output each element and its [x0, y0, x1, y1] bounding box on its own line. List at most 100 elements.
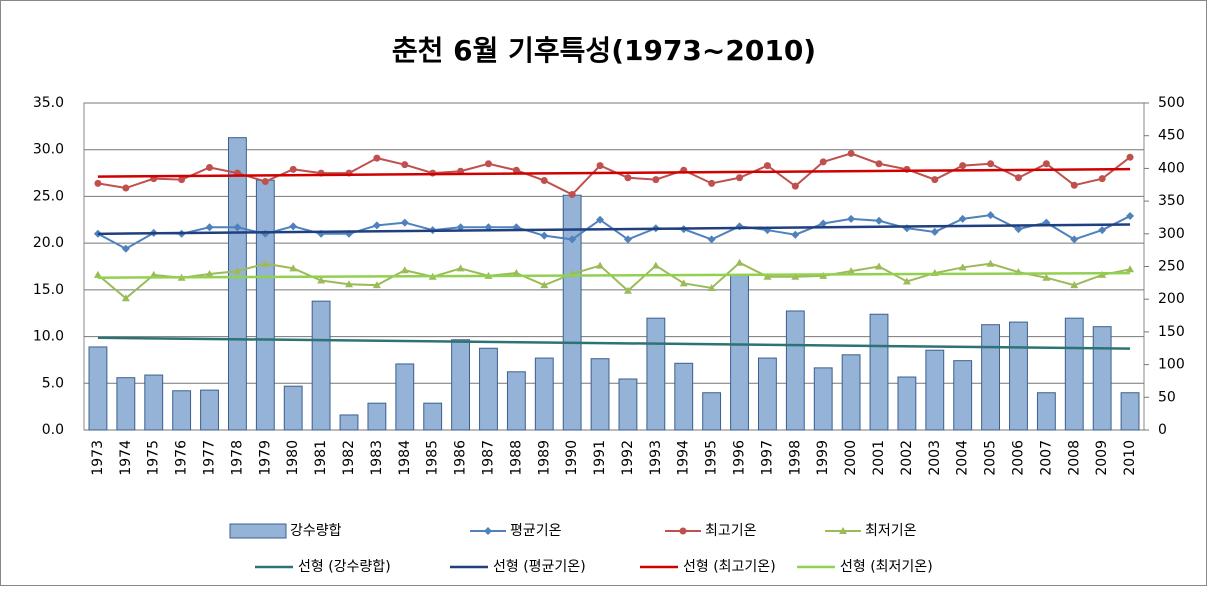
bar: [869, 313, 889, 431]
x-tick-label: 1980: [285, 440, 301, 476]
point: [261, 177, 269, 185]
point: [205, 223, 214, 232]
point: [456, 223, 465, 232]
bar: [200, 389, 219, 431]
x-tick-label: 2007: [1038, 440, 1054, 476]
point: [596, 162, 604, 170]
x-tick-label: 1976: [174, 440, 190, 476]
legend-marker: [679, 527, 687, 535]
bar: [674, 362, 694, 431]
y2-tick-label: 300: [1158, 226, 1185, 242]
y2-tick-label: 50: [1158, 389, 1176, 405]
point: [317, 276, 326, 284]
bar: [813, 367, 833, 431]
point: [847, 267, 856, 275]
chart-title: 춘천 6월 기후특성(1973~2010): [392, 34, 816, 67]
point: [930, 227, 939, 236]
point: [1126, 265, 1135, 273]
line: [97, 261, 1131, 300]
point: [1014, 174, 1022, 182]
point: [791, 272, 800, 280]
point: [568, 235, 577, 244]
point: [986, 211, 995, 220]
x-tick-label: 1991: [592, 440, 608, 476]
bar: [172, 390, 192, 431]
point: [205, 269, 214, 277]
point: [596, 261, 605, 269]
point: [1126, 153, 1134, 161]
point: [623, 286, 632, 294]
y2-tick-label: 150: [1158, 324, 1185, 340]
y-tick-label: 0.0: [42, 422, 64, 438]
point: [819, 219, 828, 228]
point: [931, 176, 939, 184]
bar: [534, 357, 554, 431]
bar: [506, 371, 526, 431]
point: [400, 218, 409, 227]
bar: [395, 363, 415, 431]
point: [206, 163, 214, 171]
point: [233, 223, 242, 232]
x-tick-label: 2002: [899, 440, 915, 476]
point: [401, 161, 409, 169]
y-tick-label: 10.0: [33, 329, 64, 345]
y-tick-label: 15.0: [33, 282, 64, 298]
point: [875, 160, 883, 168]
point: [624, 174, 632, 182]
bar: [367, 402, 387, 431]
legend-label: 선형 (강수량합): [298, 559, 391, 575]
x-tick-label: 1977: [202, 440, 218, 476]
y2-tick-label: 100: [1158, 357, 1185, 373]
y2-tick-label: 0: [1158, 422, 1167, 438]
x-tick-label: 2000: [843, 440, 859, 476]
x-tick-label: 1974: [118, 440, 134, 476]
point: [568, 191, 576, 199]
point: [484, 160, 492, 168]
trendline: [97, 271, 1131, 279]
x-tick-label: 2009: [1094, 440, 1110, 476]
bar: [1092, 326, 1112, 431]
legend-label: 강수량합: [290, 523, 342, 539]
y2-tick-label: 400: [1158, 160, 1185, 176]
point: [261, 259, 270, 267]
y-tick-label: 35.0: [33, 95, 64, 111]
x-tick-label: 1982: [341, 440, 357, 476]
point: [847, 214, 856, 223]
point: [679, 279, 688, 287]
bar: [702, 392, 722, 431]
point: [902, 277, 911, 285]
point: [958, 263, 967, 271]
bar: [451, 339, 471, 431]
point: [372, 221, 381, 230]
point: [373, 154, 381, 162]
x-tick-label: 1992: [620, 440, 636, 476]
x-tick-label: 2010: [1122, 440, 1138, 476]
x-tick-label: 1988: [508, 440, 524, 476]
y2-tick-label: 350: [1158, 193, 1185, 209]
bar: [925, 349, 945, 431]
bar: [423, 402, 443, 431]
legend-label: 선형 (최저기온): [840, 559, 933, 575]
point: [289, 165, 297, 173]
point: [121, 244, 130, 253]
y2-tick-label: 200: [1158, 291, 1185, 307]
y-tick-label: 5.0: [42, 375, 64, 391]
point: [1070, 281, 1079, 289]
point: [763, 162, 771, 170]
point: [289, 222, 298, 231]
bar: [1009, 321, 1028, 431]
point: [289, 264, 298, 272]
point: [707, 283, 716, 291]
legend-label: 평균기온: [510, 523, 562, 539]
x-tick-label: 1986: [453, 440, 469, 476]
bar: [981, 324, 1001, 431]
x-tick-label: 1989: [536, 440, 552, 476]
bar: [479, 347, 498, 431]
point: [791, 230, 800, 239]
bar: [88, 346, 108, 431]
point: [1126, 212, 1135, 221]
y-tick-label: 25.0: [33, 188, 64, 204]
point: [178, 176, 186, 184]
bar: [646, 317, 666, 431]
point: [623, 235, 632, 244]
